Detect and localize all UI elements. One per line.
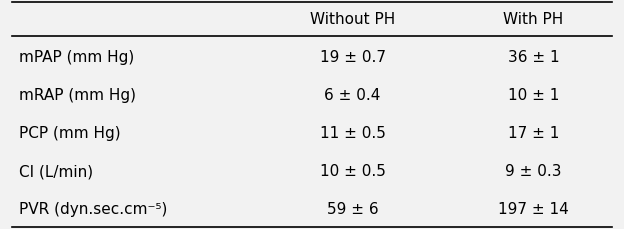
Text: 59 ± 6: 59 ± 6	[327, 202, 378, 217]
Text: Without PH: Without PH	[310, 12, 395, 27]
Text: With PH: With PH	[504, 12, 563, 27]
Text: PVR (dyn.sec.cm⁻⁵): PVR (dyn.sec.cm⁻⁵)	[19, 202, 167, 217]
Text: 11 ± 0.5: 11 ± 0.5	[319, 126, 386, 141]
Text: mRAP (mm Hg): mRAP (mm Hg)	[19, 88, 136, 103]
Text: 197 ± 14: 197 ± 14	[498, 202, 569, 217]
Text: 9 ± 0.3: 9 ± 0.3	[505, 164, 562, 179]
Text: PCP (mm Hg): PCP (mm Hg)	[19, 126, 120, 141]
Text: 6 ± 0.4: 6 ± 0.4	[324, 88, 381, 103]
Text: 17 ± 1: 17 ± 1	[508, 126, 559, 141]
Text: 19 ± 0.7: 19 ± 0.7	[319, 50, 386, 65]
Text: CI (L/min): CI (L/min)	[19, 164, 93, 179]
Text: 10 ± 1: 10 ± 1	[508, 88, 559, 103]
Text: 36 ± 1: 36 ± 1	[508, 50, 559, 65]
Text: 10 ± 0.5: 10 ± 0.5	[319, 164, 386, 179]
Text: mPAP (mm Hg): mPAP (mm Hg)	[19, 50, 134, 65]
